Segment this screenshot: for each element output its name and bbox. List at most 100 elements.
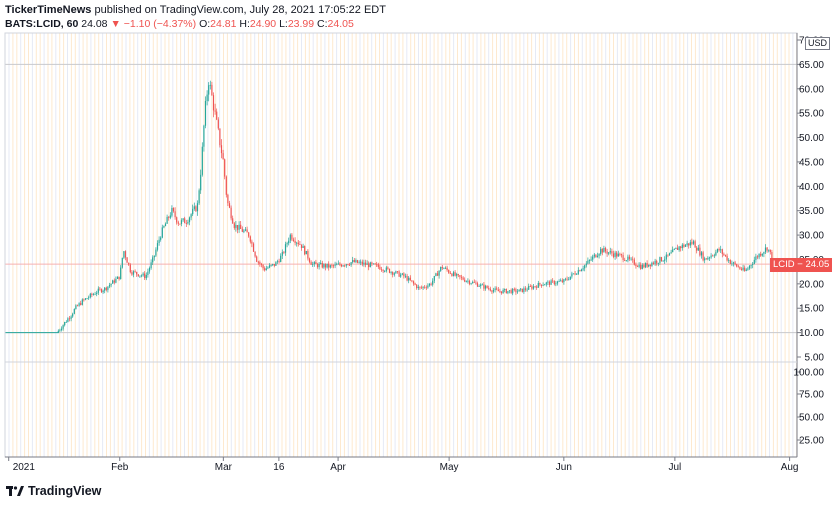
candle-body bbox=[379, 266, 381, 270]
candle-body bbox=[555, 283, 557, 285]
candle-body bbox=[281, 252, 283, 256]
candle-body bbox=[184, 218, 186, 224]
tradingview-logo[interactable]: TradingView bbox=[6, 484, 101, 498]
candle-body bbox=[454, 272, 456, 276]
candle-body bbox=[206, 94, 208, 101]
candle-body bbox=[702, 252, 704, 261]
candle-body bbox=[235, 225, 237, 228]
candle-body bbox=[179, 223, 181, 225]
candle-body bbox=[518, 289, 520, 292]
y-tick-label: 50.00 bbox=[799, 413, 824, 424]
candle-body bbox=[561, 280, 563, 283]
candle-body bbox=[484, 285, 487, 289]
candle-body bbox=[200, 174, 202, 191]
candle-body bbox=[238, 224, 240, 230]
x-tick-label: Feb bbox=[111, 462, 129, 473]
symbol-info-line: BATS:LCID, 60 24.08 ▼ −1.10 (−4.37%) O:2… bbox=[5, 17, 354, 31]
candle-body bbox=[276, 261, 279, 263]
symbol-label[interactable]: BATS:LCID, 60 bbox=[5, 18, 79, 30]
candle-body bbox=[57, 330, 59, 333]
candle-body bbox=[667, 254, 669, 256]
candle-body bbox=[352, 260, 354, 263]
candle-body bbox=[603, 248, 605, 253]
candle-body bbox=[577, 270, 579, 275]
candle-body bbox=[168, 216, 170, 218]
candle-body bbox=[299, 244, 301, 245]
candle-body bbox=[401, 273, 403, 275]
candle-body bbox=[377, 264, 379, 267]
candle-body bbox=[489, 288, 491, 291]
currency-label[interactable]: USD bbox=[805, 37, 831, 50]
candle-body bbox=[513, 288, 515, 290]
candle-body bbox=[616, 252, 618, 257]
candle-body bbox=[148, 268, 151, 272]
author-name[interactable]: TickerTimeNews bbox=[5, 4, 92, 16]
candle-body bbox=[739, 267, 741, 269]
candle-body bbox=[553, 280, 555, 285]
candle-body bbox=[371, 262, 373, 264]
candle-body bbox=[392, 272, 394, 275]
candle-body bbox=[686, 243, 688, 245]
candle-body bbox=[75, 305, 77, 309]
candle-body bbox=[476, 283, 479, 287]
candle-body bbox=[190, 214, 192, 218]
candle-body bbox=[315, 262, 317, 264]
candle-body bbox=[640, 264, 642, 269]
candle-body bbox=[507, 291, 509, 294]
candle-body bbox=[491, 290, 493, 292]
candle-body bbox=[156, 243, 159, 250]
candle-body bbox=[350, 262, 352, 265]
candle-body bbox=[435, 273, 437, 276]
candle-body bbox=[496, 288, 498, 290]
candle-body bbox=[624, 259, 626, 261]
candle-body bbox=[419, 286, 421, 288]
x-tick-label: Aug bbox=[781, 462, 799, 473]
candle-body bbox=[481, 284, 483, 286]
candle-body bbox=[588, 260, 591, 261]
low-value: 23.99 bbox=[287, 18, 315, 30]
candle-body bbox=[100, 289, 103, 293]
candle-body bbox=[374, 263, 376, 265]
candle-body bbox=[462, 277, 464, 280]
candle-body bbox=[649, 264, 651, 267]
candle-body bbox=[657, 262, 659, 264]
candle-body bbox=[257, 261, 259, 263]
candle-body bbox=[483, 284, 485, 289]
y-tick-label: 55.00 bbox=[799, 109, 824, 120]
candle-body bbox=[320, 262, 322, 264]
candle-body bbox=[627, 256, 629, 261]
candle-body bbox=[342, 265, 344, 267]
candle-body bbox=[502, 289, 504, 294]
candle-body bbox=[664, 259, 666, 261]
candle-body bbox=[171, 208, 173, 216]
candle-body bbox=[104, 287, 106, 291]
candle-body bbox=[336, 264, 338, 266]
candle-body bbox=[241, 228, 243, 232]
candle-body bbox=[230, 207, 232, 219]
candle-body bbox=[643, 265, 645, 268]
candle-body bbox=[436, 273, 439, 276]
candle-body bbox=[294, 241, 296, 243]
high-label: H: bbox=[239, 18, 250, 30]
candle-body bbox=[614, 252, 616, 257]
candle-body bbox=[636, 266, 639, 267]
candle-body bbox=[97, 288, 99, 293]
logo-text: TradingView bbox=[28, 484, 102, 498]
candle-body bbox=[403, 273, 405, 277]
candle-body bbox=[182, 218, 184, 221]
candle-body bbox=[211, 84, 213, 96]
candle-body bbox=[699, 247, 701, 256]
candle-body bbox=[441, 266, 443, 269]
candle-body bbox=[332, 265, 335, 267]
candle-body bbox=[160, 237, 162, 240]
candle-body bbox=[166, 216, 168, 224]
candle-body bbox=[236, 225, 239, 230]
candle-body bbox=[249, 236, 251, 242]
candle-body bbox=[585, 263, 587, 266]
candle-body bbox=[369, 262, 371, 268]
candle-body bbox=[81, 299, 83, 305]
candle-body bbox=[761, 253, 763, 256]
candle-body bbox=[91, 293, 93, 295]
candle-body bbox=[398, 271, 400, 277]
